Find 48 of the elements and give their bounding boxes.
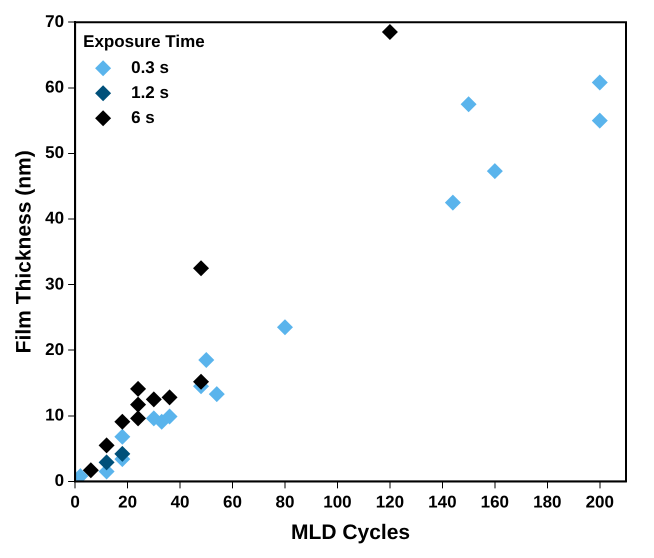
x-axis-title: MLD Cycles: [291, 521, 410, 544]
point: [208, 386, 225, 402]
y-tick-label: 20: [45, 340, 64, 359]
x-tick-label: 80: [276, 492, 294, 512]
x-tick-label: 0: [70, 492, 80, 512]
point: [276, 319, 293, 336]
point: [193, 374, 210, 390]
point: [486, 163, 503, 180]
y-tick-label: 50: [45, 143, 64, 162]
x-tick-label: 180: [533, 492, 562, 512]
point: [592, 74, 608, 91]
x-tick-label: 100: [323, 492, 352, 512]
point: [592, 112, 608, 129]
point: [444, 194, 461, 211]
point: [130, 410, 146, 426]
legend-label: 1.2 s: [131, 82, 169, 102]
point: [146, 391, 162, 408]
x-tick-label: 140: [428, 492, 457, 512]
y-tick-label: 0: [54, 471, 64, 490]
point: [114, 446, 130, 462]
point: [162, 389, 178, 406]
x-tick-label: 60: [223, 492, 242, 512]
y-tick-label: 40: [45, 208, 64, 228]
point: [130, 380, 146, 397]
point: [162, 408, 178, 424]
x-tick-label: 160: [480, 492, 510, 512]
point: [114, 428, 130, 445]
point: [82, 462, 99, 478]
y-tick-label: 60: [45, 77, 64, 96]
point: [130, 396, 146, 413]
y-tick-label: 70: [45, 12, 64, 31]
point: [114, 414, 130, 430]
x-tick-label: 40: [170, 492, 190, 512]
legend-label: 0.3 s: [131, 58, 169, 77]
y-tick-label: 10: [45, 405, 64, 424]
point: [98, 454, 115, 470]
point: [382, 24, 398, 40]
x-tick-label: 120: [376, 492, 404, 512]
point: [198, 352, 214, 368]
legend-title: Exposure Time: [83, 32, 205, 51]
point: [193, 260, 210, 276]
point: [98, 437, 115, 454]
x-tick-label: 20: [118, 492, 138, 512]
y-tick-label: 30: [45, 274, 64, 294]
point: [460, 96, 477, 112]
y-axis-title: Film Thickness (nm): [12, 150, 36, 354]
legend-label: 6 s: [131, 108, 155, 127]
x-tick-label: 200: [586, 492, 614, 512]
